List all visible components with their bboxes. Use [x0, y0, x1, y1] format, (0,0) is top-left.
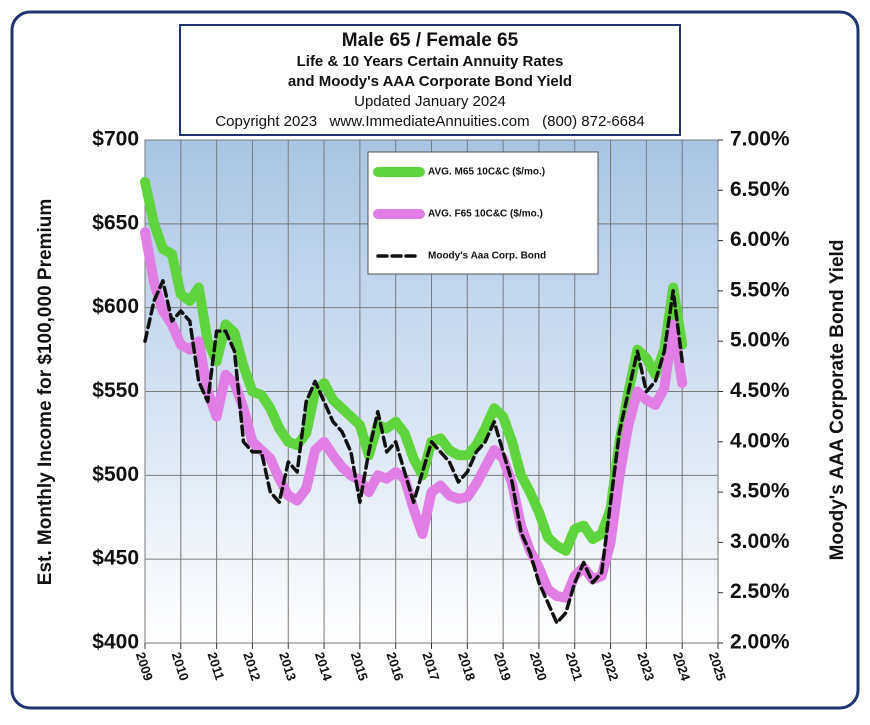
chart-title: Male 65 / Female 65	[342, 30, 519, 51]
series-line	[140, 176, 688, 556]
y-tick-label: $600	[92, 295, 139, 318]
legend-label: AVG. F65 10C&C ($/mo.)	[428, 209, 543, 220]
y2-tick-label: 2.50%	[730, 580, 790, 603]
subtitle: Life & 10 Years Certain Annuity Rates	[297, 53, 564, 70]
y-tick-label: $450	[92, 547, 139, 570]
y-tick-label: $500	[92, 463, 139, 486]
y2-tick-label: 3.00%	[730, 530, 790, 553]
y2-axis-label: Moody's AAA Corporate Bond Yield	[827, 240, 848, 561]
series-lines	[140, 176, 688, 625]
y-axis-label: Est. Monthly Income for $100,000 Premium	[35, 199, 56, 585]
series-line	[140, 227, 688, 603]
y-tick-label: $650	[92, 211, 139, 234]
y2-tick-label: 4.50%	[730, 379, 790, 402]
legend-label: AVG. M65 10C&C ($/mo.)	[428, 167, 545, 178]
y2-tick-label: 3.50%	[730, 480, 790, 503]
y-tick-label: $700	[92, 128, 139, 151]
y2-tick-label: 7.00%	[730, 128, 790, 151]
y2-tick-label: 2.00%	[730, 631, 790, 654]
y2-tick-label: 5.00%	[730, 329, 790, 352]
title-box	[179, 24, 681, 136]
y2-tick-label: 4.00%	[730, 429, 790, 452]
y2-tick-label: 6.50%	[730, 178, 790, 201]
y2-tick-label: 5.50%	[730, 278, 790, 301]
subtitle: and Moody's AAA Corporate Bond Yield	[288, 73, 572, 90]
series-line	[143, 279, 684, 625]
legend-label: Moody's Aaa Corp. Bond	[428, 251, 546, 262]
y2-tick-label: 6.00%	[730, 228, 790, 251]
y-tick-label: $400	[92, 631, 139, 654]
copyright: Copyright 2023 www.ImmediateAnnuities.co…	[215, 113, 644, 130]
subtitle: Updated January 2024	[354, 93, 506, 110]
y-tick-label: $550	[92, 379, 139, 402]
